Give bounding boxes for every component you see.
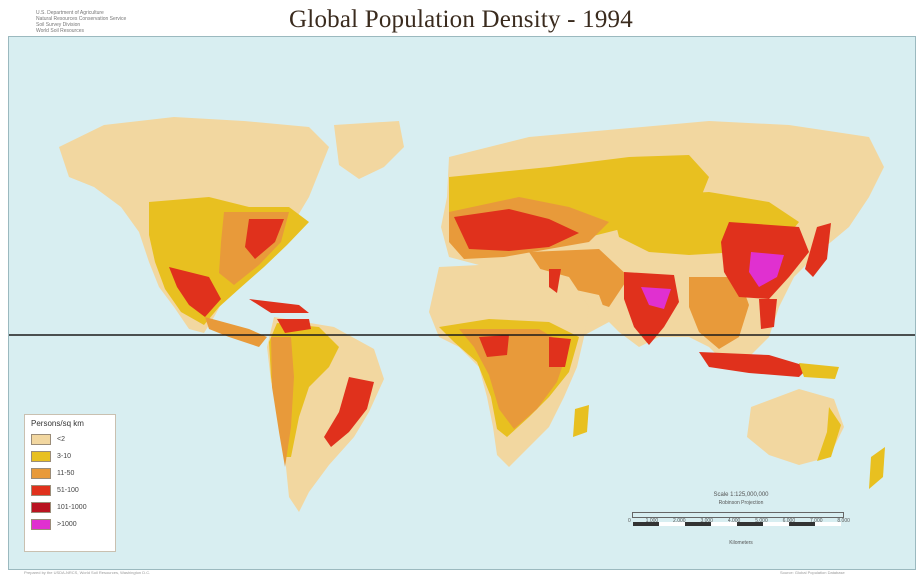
india-extreme bbox=[641, 287, 671, 309]
andes-moderate bbox=[271, 337, 294, 467]
scale-tick-label: 5,000 bbox=[755, 518, 768, 524]
scale-graduated-bar bbox=[632, 512, 844, 526]
legend-label: 3-10 bbox=[57, 453, 72, 460]
scale-title: Scale 1:125,000,000 bbox=[713, 492, 769, 498]
legend-swatch bbox=[31, 485, 51, 496]
legend-item: 51-100 bbox=[25, 482, 115, 499]
legend-item: 11-50 bbox=[25, 465, 115, 482]
eurasia bbox=[441, 121, 884, 367]
legend-items: <2 3-10 11-50 51-100 101-1000 >1000 bbox=[25, 431, 115, 533]
new-zealand bbox=[869, 447, 885, 489]
nigeria-high bbox=[479, 335, 509, 357]
scale-tick-label: 8,000 bbox=[837, 518, 850, 524]
greenland bbox=[334, 121, 404, 179]
legend-label: <2 bbox=[57, 436, 65, 443]
legend-label: 51-100 bbox=[57, 487, 79, 494]
legend-label: 101-1000 bbox=[57, 504, 87, 511]
legend-item: 101-1000 bbox=[25, 499, 115, 516]
australia-east-coast bbox=[817, 407, 841, 461]
indonesia-high bbox=[699, 352, 809, 377]
legend-label: >1000 bbox=[57, 521, 77, 528]
scale-tick-label: 1,000 bbox=[645, 518, 659, 524]
europe-high bbox=[454, 209, 579, 251]
scale-tick-label: 0 bbox=[628, 518, 631, 524]
legend-item: <2 bbox=[25, 431, 115, 448]
scale-tick-label: 3,000 bbox=[700, 518, 713, 524]
map-canvas bbox=[9, 117, 915, 512]
scale-bar: Scale 1:125,000,000 Robinson Projection … bbox=[626, 492, 856, 546]
scale-labels: 0 1,000 2,000 3,000 4,000 5,000 6,000 7,000 8,00… bbox=[628, 518, 850, 524]
scale-units: Kilometers bbox=[729, 540, 753, 546]
central-america bbox=[205, 317, 267, 347]
credit-right: Source: Global Population Database bbox=[780, 570, 845, 575]
legend-item: 3-10 bbox=[25, 448, 115, 465]
map-legend: Persons/sq km <2 3-10 11-50 51-100 101-1000 >… bbox=[24, 414, 116, 552]
legend-swatch bbox=[31, 451, 51, 462]
japan bbox=[805, 223, 831, 277]
world-map bbox=[8, 36, 916, 570]
madagascar bbox=[573, 405, 589, 437]
map-title: Global Population Density - 1994 bbox=[289, 6, 633, 33]
north-america bbox=[59, 117, 404, 347]
scale-tick-label: 2,000 bbox=[673, 518, 686, 524]
middle-east-moderate bbox=[529, 249, 629, 307]
northern-coast-high bbox=[277, 319, 311, 333]
legend-label: 11-50 bbox=[57, 470, 75, 477]
new-guinea bbox=[799, 363, 839, 379]
scale-subtitle: Robinson Projection bbox=[718, 500, 764, 506]
usa-east-high bbox=[245, 219, 284, 259]
south-america bbox=[267, 317, 384, 512]
china-extreme bbox=[749, 252, 784, 287]
legend-swatch bbox=[31, 519, 51, 530]
philippines bbox=[759, 299, 777, 329]
africa bbox=[429, 263, 589, 467]
caribbean bbox=[249, 299, 309, 313]
legend-swatch bbox=[31, 468, 51, 479]
legend-item: >1000 bbox=[25, 516, 115, 533]
mexico-high bbox=[169, 267, 221, 317]
scale-tick-label: 7,000 bbox=[810, 518, 823, 524]
legend-title: Persons/sq km bbox=[31, 419, 84, 428]
nile-delta-high bbox=[549, 269, 561, 293]
oceania bbox=[699, 299, 885, 489]
brazil-coast-high bbox=[324, 377, 374, 447]
australia-landmass bbox=[747, 389, 844, 465]
scale-tick-label: 4,000 bbox=[727, 518, 741, 524]
legend-swatch bbox=[31, 502, 51, 513]
east-africa-high bbox=[549, 337, 571, 367]
southeast-asia-moderate bbox=[689, 277, 749, 349]
agency-credit: U.S. Department of Agriculture Natural R… bbox=[36, 10, 127, 34]
credit-left: Prepared by the USDA-NRCS, World Soil Re… bbox=[24, 570, 151, 575]
legend-swatch bbox=[31, 434, 51, 445]
scale-tick-label: 6,000 bbox=[782, 518, 796, 524]
